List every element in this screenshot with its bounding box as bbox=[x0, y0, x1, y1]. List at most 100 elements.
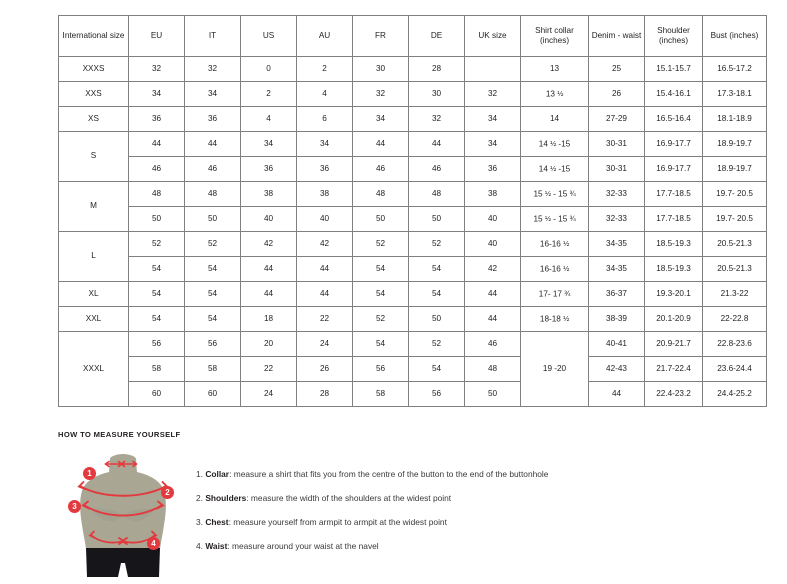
cell-it: 60 bbox=[184, 381, 241, 407]
cell-de: 52 bbox=[408, 231, 465, 257]
cell-it: 32 bbox=[184, 56, 241, 82]
instruction-keyword: Waist bbox=[205, 540, 228, 551]
cell-bust: 22-22.8 bbox=[702, 306, 767, 332]
cell-fr: 50 bbox=[352, 206, 409, 232]
cell-denim: 40-41 bbox=[588, 331, 645, 357]
cell-uk: 44 bbox=[464, 281, 521, 307]
cell-shirt-collar: 15 ½ - 15 ¾ bbox=[520, 206, 589, 232]
cell-us: 20 bbox=[240, 331, 297, 357]
cell-uk: 46 bbox=[464, 331, 521, 357]
cell-bust: 23.6-24.4 bbox=[702, 356, 767, 382]
cell-shoulder: 20.1-20.9 bbox=[644, 306, 703, 332]
cell-de: 44 bbox=[408, 131, 465, 157]
cell-shirt-collar: 19 -20 bbox=[520, 331, 589, 407]
cell-de: 46 bbox=[408, 156, 465, 182]
cell-shoulder: 17.7-18.5 bbox=[644, 206, 703, 232]
measure-instruction-item: 4. Waist: measure around your waist at t… bbox=[196, 541, 548, 552]
cell-international-size: XXS bbox=[58, 81, 129, 107]
cell-uk: 32 bbox=[464, 81, 521, 107]
cell-au: 4 bbox=[296, 81, 353, 107]
table-row: XS 36 36 4 6 34 32 34 14 27-29 16.5-16.4 18.1-18.9 bbox=[58, 106, 767, 132]
cell-it: 54 bbox=[184, 256, 241, 282]
how-to-measure-section: HOW TO MEASURE YOURSELF bbox=[58, 430, 758, 579]
cell-shoulder: 15.4-16.1 bbox=[644, 81, 703, 107]
cell-us: 34 bbox=[240, 131, 297, 157]
collar-measure-arrow bbox=[104, 460, 138, 468]
cell-international-size: XS bbox=[58, 106, 129, 132]
cell-shirt-collar: 15 ½ - 15 ¾ bbox=[520, 181, 589, 207]
cell-us: 4 bbox=[240, 106, 297, 132]
cell-shoulder: 16.9-17.7 bbox=[644, 156, 703, 182]
cell-eu: 48 bbox=[128, 181, 185, 207]
cell-uk: 40 bbox=[464, 206, 521, 232]
cell-uk bbox=[464, 56, 521, 82]
cell-de: 54 bbox=[408, 256, 465, 282]
badge-3-chest: 3 bbox=[68, 500, 81, 513]
cell-international-size: XXXS bbox=[58, 56, 129, 82]
measure-instructions-list: 1. Collar: measure a shirt that fits you… bbox=[196, 453, 548, 564]
cell-fr: 56 bbox=[352, 356, 409, 382]
cell-international-size: L bbox=[58, 231, 129, 282]
cell-it: 56 bbox=[184, 331, 241, 357]
table-row: XL 54 54 44 44 54 54 44 17- 17 ¾ 36-37 19.3-20.1 21… bbox=[58, 281, 767, 307]
cell-denim: 42-43 bbox=[588, 356, 645, 382]
instruction-keyword: Shoulders bbox=[205, 492, 247, 503]
cell-de: 48 bbox=[408, 181, 465, 207]
torso-shape bbox=[80, 472, 166, 549]
cell-shoulder: 21.7-22.4 bbox=[644, 356, 703, 382]
cell-it: 44 bbox=[184, 131, 241, 157]
cell-bust: 19.7- 20.5 bbox=[702, 206, 767, 232]
cell-eu: 50 bbox=[128, 206, 185, 232]
cell-shoulder: 15.1-15.7 bbox=[644, 56, 703, 82]
column-header-eu: EU bbox=[128, 15, 185, 57]
size-chart-table-container: International size EU IT US AU FR DE UK … bbox=[58, 15, 767, 407]
cell-fr: 58 bbox=[352, 381, 409, 407]
column-header-bust: Bust (inches) bbox=[702, 15, 767, 57]
instruction-number: 3. bbox=[196, 516, 203, 527]
column-header-au: AU bbox=[296, 15, 353, 57]
cell-eu: 36 bbox=[128, 106, 185, 132]
cell-au: 38 bbox=[296, 181, 353, 207]
column-header-uk-size: UK size bbox=[464, 15, 521, 57]
column-header-us: US bbox=[240, 15, 297, 57]
cell-us: 40 bbox=[240, 206, 297, 232]
cell-us: 44 bbox=[240, 256, 297, 282]
instruction-number: 1. bbox=[196, 469, 203, 479]
cell-us: 38 bbox=[240, 181, 297, 207]
cell-au: 40 bbox=[296, 206, 353, 232]
cell-de: 32 bbox=[408, 106, 465, 132]
column-header-de: DE bbox=[408, 15, 465, 57]
cell-us: 2 bbox=[240, 81, 297, 107]
cell-bust: 18.9-19.7 bbox=[702, 131, 767, 157]
cell-eu: 54 bbox=[128, 281, 185, 307]
cell-denim: 36-37 bbox=[588, 281, 645, 307]
instruction-number: 4. bbox=[196, 540, 203, 551]
cell-us: 36 bbox=[240, 156, 297, 182]
cell-shirt-collar: 14 ½ -15 bbox=[520, 156, 589, 182]
shorts-shape bbox=[86, 548, 160, 577]
column-header-shirt-collar: Shirt collar (inches) bbox=[520, 15, 589, 57]
table-row: 60 60 24 28 58 56 50 44 22.4-23.2 24.4-25.2 bbox=[59, 381, 767, 407]
cell-shirt-collar: 13 ½ bbox=[520, 81, 589, 107]
cell-uk: 42 bbox=[464, 256, 521, 282]
cell-de: 50 bbox=[408, 306, 465, 332]
table-row: XXL 54 54 18 22 52 50 44 18-18 ½ 38-39 20.1-20.9 22… bbox=[58, 306, 767, 332]
table-row: XXXL 56 56 20 24 54 52 46 19 -20 40-41 20.9-21.7 22… bbox=[58, 331, 767, 407]
badge-2-shoulders: 2 bbox=[161, 486, 174, 499]
table-row: M 48 48 38 38 48 48 38 15 ½ - 15 ¾ 32-33 17.7-18.5… bbox=[58, 181, 767, 232]
cell-fr: 54 bbox=[352, 281, 409, 307]
table-row: 46 46 36 36 46 46 36 14 ½ -15 30-31 16.9-17.7 18.9… bbox=[59, 156, 767, 182]
cell-fr: 54 bbox=[352, 256, 409, 282]
cell-fr: 52 bbox=[352, 231, 409, 257]
cell-bust: 20.5-21.3 bbox=[702, 231, 767, 257]
cell-it: 34 bbox=[184, 81, 241, 107]
column-header-international-size: International size bbox=[58, 15, 129, 57]
cell-fr: 30 bbox=[352, 56, 409, 82]
body-measurement-diagram: 1 2 3 4 bbox=[58, 453, 188, 579]
cell-eu: 34 bbox=[128, 81, 185, 107]
cell-us: 0 bbox=[240, 56, 297, 82]
cell-international-size: XL bbox=[58, 281, 129, 307]
column-header-shoulder: Shoulder (inches) bbox=[644, 15, 703, 57]
cell-fr: 52 bbox=[352, 306, 409, 332]
cell-shirt-collar: 17- 17 ¾ bbox=[520, 281, 589, 307]
